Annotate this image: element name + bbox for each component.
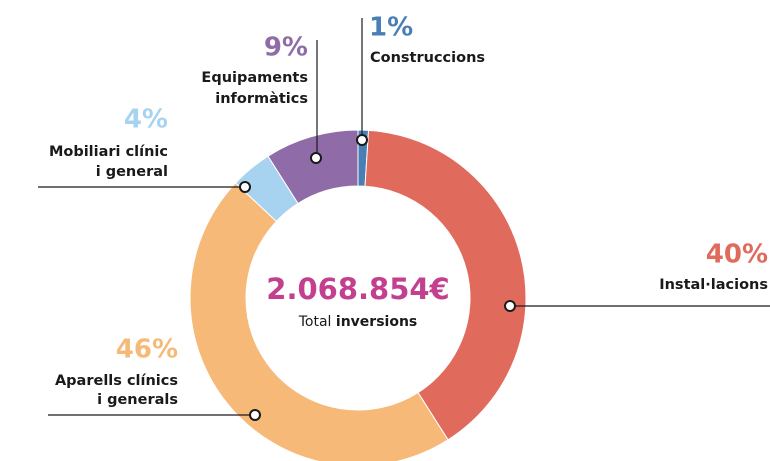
- category-label: Mobiliari clínic: [49, 144, 168, 160]
- percent-label: 4%: [124, 105, 168, 135]
- donut: [189, 129, 527, 461]
- category-label: Equipaments: [201, 70, 308, 86]
- total-caption: Total inversions: [298, 314, 418, 330]
- labels: 1% Construccions 40% Instal·lacions 46% Apare…: [38, 13, 770, 421]
- slice: [189, 182, 449, 461]
- leader-dot: [356, 134, 368, 146]
- category-label: Aparells clínics: [55, 373, 178, 389]
- caption-bold: inversions: [336, 314, 417, 330]
- percent-label: 9%: [264, 33, 308, 63]
- caption-text: Total: [298, 314, 332, 330]
- leader-dot: [249, 409, 261, 421]
- category-label: Instal·lacions: [659, 277, 768, 293]
- leader-dot: [504, 300, 516, 312]
- category-label: Construccions: [370, 50, 485, 66]
- category-label: i general: [96, 164, 168, 180]
- slice: [267, 129, 359, 205]
- leader-dot: [310, 152, 322, 164]
- leader-dot: [239, 181, 251, 193]
- percent-label: 40%: [706, 240, 768, 270]
- slice: [364, 129, 527, 441]
- percent-label: 46%: [116, 335, 178, 365]
- total-label: 2.068.854€: [266, 272, 449, 306]
- category-label: informàtics: [215, 91, 308, 107]
- percent-label: 1%: [369, 13, 413, 43]
- category-label: i generals: [97, 392, 178, 408]
